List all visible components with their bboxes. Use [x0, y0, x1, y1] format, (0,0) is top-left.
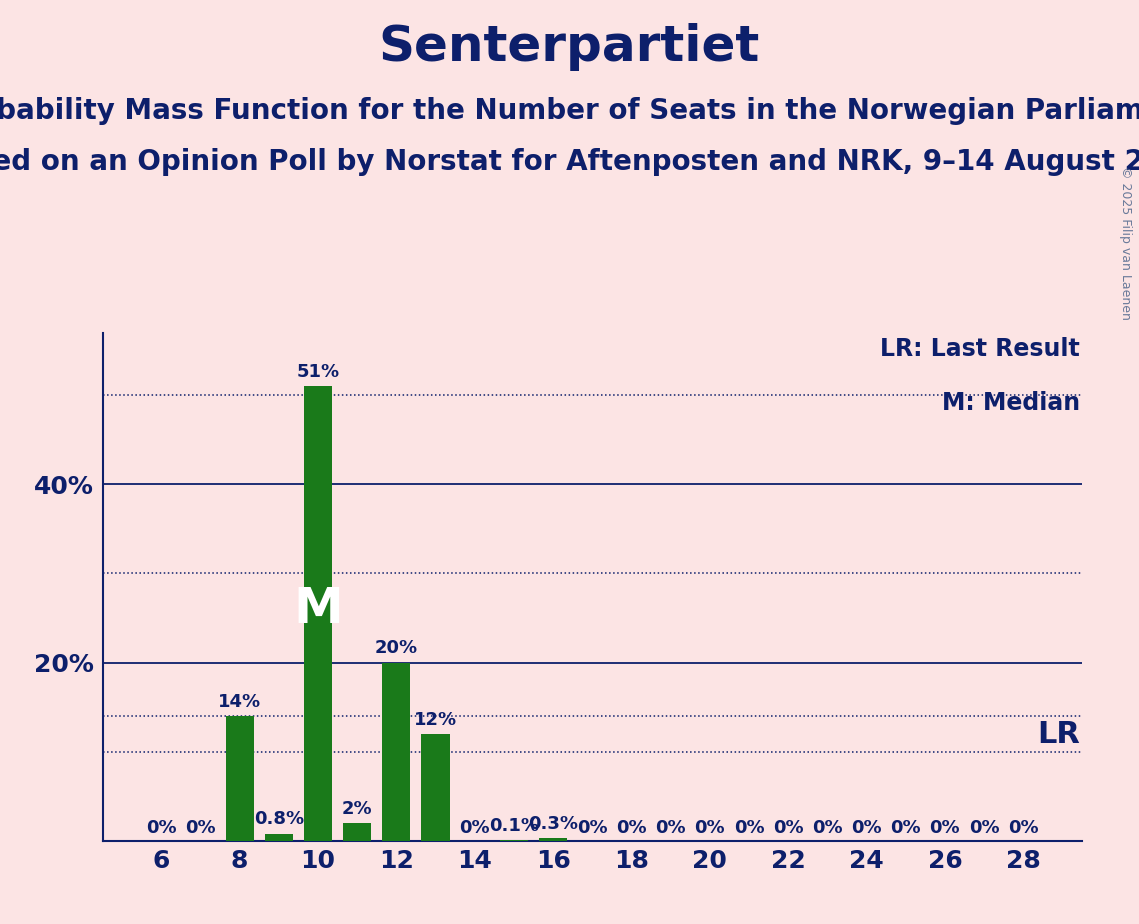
- Text: © 2025 Filip van Laenen: © 2025 Filip van Laenen: [1118, 166, 1132, 321]
- Bar: [343, 823, 371, 841]
- Text: 0.3%: 0.3%: [528, 815, 579, 833]
- Text: 0.1%: 0.1%: [489, 817, 539, 834]
- Text: LR: LR: [1038, 721, 1080, 749]
- Text: M: Median: M: Median: [942, 391, 1080, 415]
- Text: 0%: 0%: [616, 820, 647, 837]
- Text: 0%: 0%: [577, 820, 607, 837]
- Text: 0%: 0%: [1008, 820, 1039, 837]
- Text: 0%: 0%: [812, 820, 843, 837]
- Bar: [264, 833, 293, 841]
- Text: 0%: 0%: [734, 820, 764, 837]
- Text: M: M: [293, 585, 343, 633]
- Text: 0%: 0%: [969, 820, 999, 837]
- Text: 12%: 12%: [413, 711, 457, 728]
- Bar: [304, 386, 333, 841]
- Bar: [226, 716, 254, 841]
- Text: Based on an Opinion Poll by Norstat for Aftenposten and NRK, 9–14 August 2022: Based on an Opinion Poll by Norstat for …: [0, 148, 1139, 176]
- Text: 20%: 20%: [375, 639, 418, 657]
- Text: 0%: 0%: [929, 820, 960, 837]
- Text: 0%: 0%: [891, 820, 921, 837]
- Text: 51%: 51%: [296, 363, 339, 381]
- Text: 0.8%: 0.8%: [254, 810, 304, 828]
- Text: Probability Mass Function for the Number of Seats in the Norwegian Parliament: Probability Mass Function for the Number…: [0, 97, 1139, 125]
- Bar: [539, 838, 567, 841]
- Text: 0%: 0%: [773, 820, 803, 837]
- Text: 14%: 14%: [218, 693, 261, 711]
- Text: 0%: 0%: [186, 820, 215, 837]
- Text: LR: Last Result: LR: Last Result: [880, 337, 1080, 361]
- Text: 0%: 0%: [695, 820, 726, 837]
- Text: 0%: 0%: [459, 820, 490, 837]
- Bar: [383, 663, 410, 841]
- Text: 2%: 2%: [342, 799, 372, 818]
- Text: 0%: 0%: [146, 820, 177, 837]
- Text: 0%: 0%: [851, 820, 882, 837]
- Text: Senterpartiet: Senterpartiet: [379, 23, 760, 71]
- Bar: [421, 734, 450, 841]
- Text: 0%: 0%: [655, 820, 686, 837]
